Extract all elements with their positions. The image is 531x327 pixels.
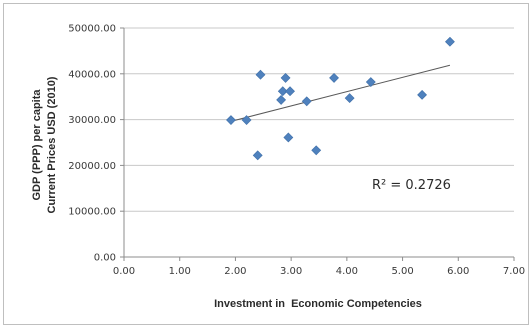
- data-point: [252, 150, 263, 161]
- data-point: [283, 132, 294, 143]
- x-axis-title: Investment in Economic Competencies: [214, 298, 422, 310]
- chart-frame: [3, 3, 529, 325]
- gridlines: [124, 27, 514, 212]
- y-axis-title-line-2: Current Prices USD (2010): [46, 76, 58, 213]
- r-squared-label: R² = 0.2726: [372, 178, 451, 193]
- data-point: [285, 86, 295, 97]
- y-tick-label: 10000.00: [68, 207, 116, 218]
- data-point: [280, 72, 291, 83]
- x-tick-label: 1.00: [169, 266, 191, 277]
- data-point: [344, 93, 355, 103]
- y-tick-labels: 0.00 10000.00 20000.00 30000.00 40000.00 5000…: [68, 24, 116, 264]
- data-point: [445, 36, 455, 47]
- y-tick-label: 50000.00: [68, 24, 116, 35]
- y-axis-title-line-1: GDP (PPP) per capita: [31, 89, 43, 201]
- data-point: [329, 72, 339, 83]
- data-point: [365, 77, 376, 87]
- x-tick-label: 0.00: [113, 266, 135, 277]
- data-point: [255, 69, 266, 80]
- y-tick-label: 30000.00: [68, 115, 116, 126]
- trendline-group: [230, 64, 451, 122]
- data-point: [226, 115, 236, 125]
- y-tick-label: 40000.00: [68, 69, 116, 80]
- data-points: [226, 36, 455, 161]
- data-point: [241, 115, 252, 125]
- x-tick-label: 6.00: [447, 266, 469, 277]
- x-tick-labels: 0.00 1.00 2.00 3.00 4.00 5.00 6.00 7.00: [113, 266, 525, 277]
- data-point: [301, 96, 312, 107]
- x-tick-label: 3.00: [280, 266, 302, 277]
- data-point: [311, 145, 322, 156]
- x-tick-label: 5.00: [391, 266, 413, 277]
- trendline: [230, 64, 451, 122]
- y-tick-label: 20000.00: [68, 161, 116, 172]
- x-tick-label: 2.00: [224, 266, 246, 277]
- data-point: [276, 94, 287, 105]
- y-tick-label: 0.00: [94, 253, 116, 264]
- x-tick-label: 4.00: [336, 266, 358, 277]
- axes: [120, 27, 515, 261]
- data-point: [417, 89, 427, 100]
- data-point: [277, 86, 288, 97]
- x-tick-label: 7.00: [503, 266, 525, 277]
